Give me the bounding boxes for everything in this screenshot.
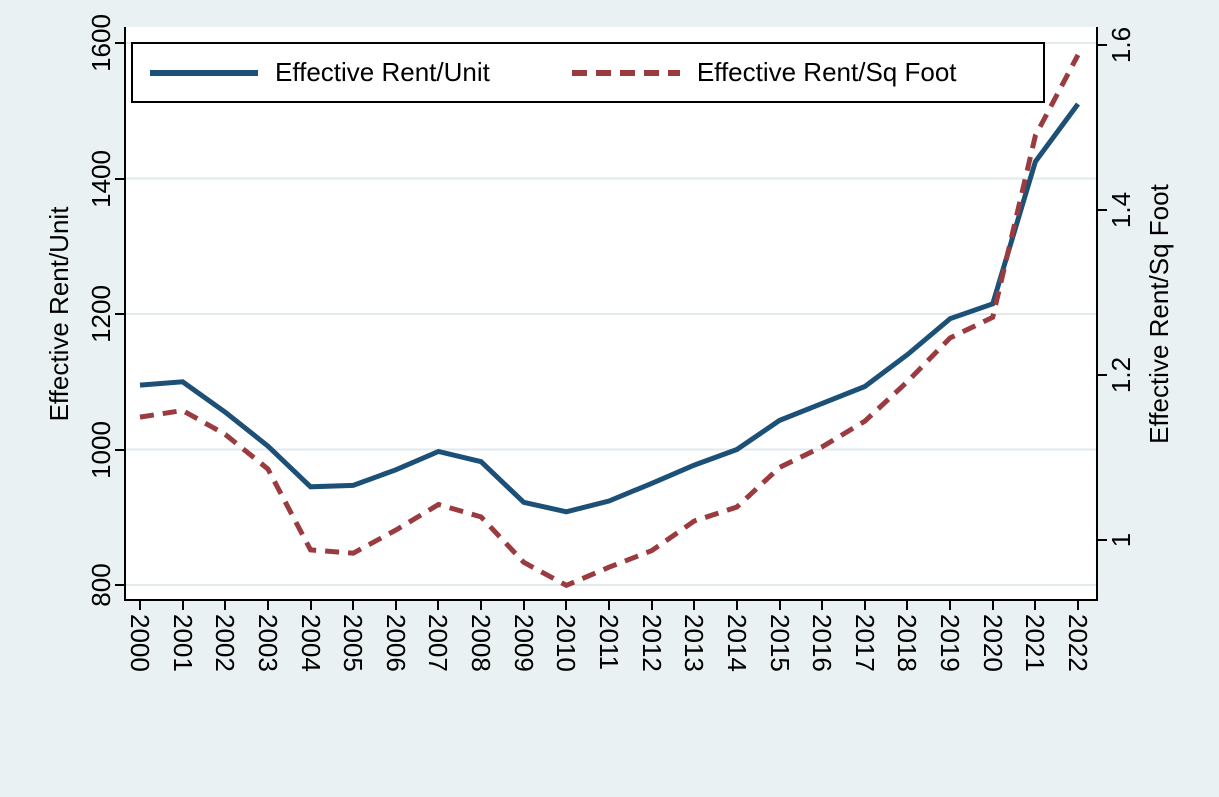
- x-tick-label: 2002: [210, 614, 241, 672]
- x-tick: [565, 601, 568, 610]
- plot-area: [124, 27, 1098, 601]
- x-tick-label: 2009: [508, 614, 539, 672]
- rent-unit-legend-line: [150, 69, 258, 76]
- x-tick: [608, 601, 610, 610]
- right-tick-label: 1.4: [1106, 191, 1136, 229]
- right-axis-title: Effective Rent/Sq Foot: [1144, 184, 1174, 444]
- x-tick: [693, 601, 696, 610]
- x-tick-label: 2004: [295, 614, 326, 672]
- x-tick: [181, 601, 184, 610]
- x-tick-label: 2014: [721, 614, 752, 672]
- right-tick-label: 1.2: [1106, 356, 1136, 394]
- left-tick-label: 1200: [86, 285, 116, 343]
- x-tick: [266, 601, 269, 610]
- x-tick: [224, 601, 227, 610]
- x-tick-label: 2003: [252, 614, 283, 672]
- rent-unit-line: [139, 102, 1081, 515]
- x-tick: [821, 601, 824, 610]
- x-tick-label: 2005: [338, 614, 369, 672]
- x-tick: [735, 601, 738, 610]
- left-tick: [115, 313, 124, 315]
- x-tick: [352, 601, 355, 610]
- x-tick: [1077, 601, 1079, 610]
- x-tick-label: 2019: [935, 614, 966, 672]
- x-tick: [778, 601, 781, 610]
- x-tick: [309, 601, 312, 610]
- x-tick-label: 2021: [1020, 614, 1051, 672]
- left-tick: [115, 448, 124, 451]
- x-tick: [949, 601, 952, 610]
- x-tick-label: 2020: [977, 614, 1008, 672]
- x-tick-label: 2001: [167, 614, 198, 672]
- left-tick-label: 1600: [86, 14, 116, 72]
- x-tick-label: 2000: [125, 614, 155, 672]
- x-tick-label: 2012: [636, 614, 667, 672]
- x-tick-label: 2010: [551, 614, 582, 672]
- right-tick: [1098, 209, 1107, 211]
- left-tick-label: 1400: [86, 149, 116, 208]
- x-tick-label: 2015: [764, 614, 795, 672]
- right-tick: [1098, 374, 1107, 376]
- legend-label-rent-unit: Effective Rent/Unit: [275, 57, 490, 87]
- rent-sqft-legend-line: [571, 69, 680, 76]
- x-tick-label: 2011: [594, 614, 624, 670]
- left-tick: [115, 42, 124, 44]
- left-tick: [115, 177, 124, 180]
- x-tick: [139, 601, 141, 610]
- legend-label-rent-sqft: Effective Rent/Sq Foot: [696, 57, 957, 87]
- x-tick-label: 2008: [466, 614, 497, 672]
- left-tick: [115, 584, 124, 586]
- x-tick-label: 2016: [807, 614, 838, 672]
- x-tick: [650, 601, 653, 610]
- x-tick: [480, 601, 483, 610]
- right-tick-label: 1: [1106, 532, 1136, 548]
- left-axis-title: Effective Rent/Unit: [44, 206, 74, 422]
- x-tick: [394, 601, 397, 610]
- x-tick-label: 2022: [1063, 614, 1093, 672]
- x-tick-label: 2006: [380, 614, 411, 672]
- x-tick: [437, 601, 440, 610]
- rent-sqft-line: [139, 53, 1081, 589]
- x-tick-label: 2007: [423, 614, 454, 672]
- x-tick-label: 2013: [679, 614, 710, 672]
- x-tick: [863, 601, 866, 610]
- x-tick-label: 2018: [892, 614, 923, 672]
- chart-svg: [124, 27, 1098, 601]
- left-tick-label: 800: [86, 563, 116, 607]
- x-tick-label: 2017: [849, 614, 880, 672]
- x-tick: [522, 601, 525, 610]
- x-tick: [991, 601, 994, 610]
- legend: Effective Rent/Unit Effective Rent/Sq Fo…: [131, 42, 1045, 103]
- right-tick-label: 1.6: [1106, 26, 1136, 64]
- x-tick: [906, 601, 909, 610]
- right-tick: [1098, 539, 1107, 541]
- left-tick-label: 1000: [86, 420, 116, 479]
- x-tick: [1034, 601, 1037, 610]
- right-tick: [1098, 44, 1107, 46]
